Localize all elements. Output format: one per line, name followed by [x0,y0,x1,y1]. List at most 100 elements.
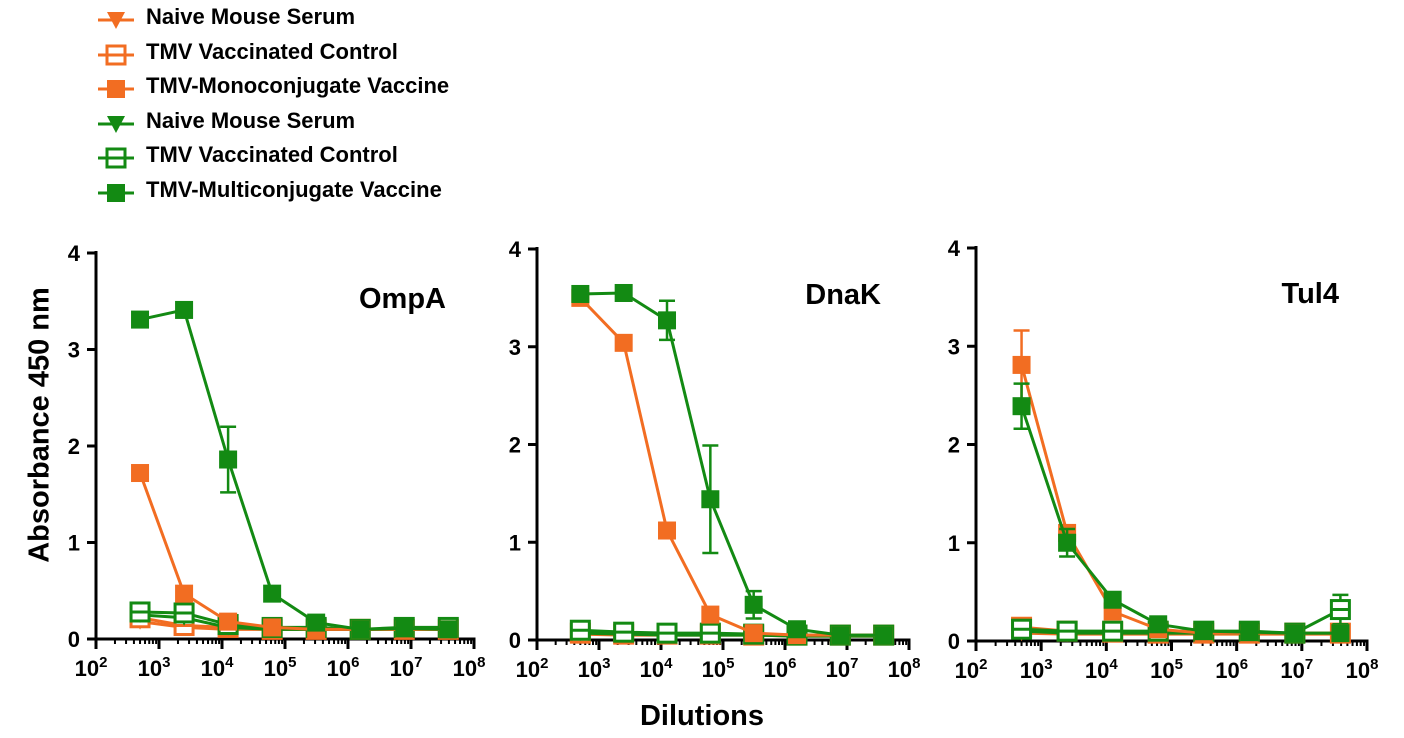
x-tick-label: 106 [764,655,797,682]
legend-label: Naive Mouse Serum [146,107,356,133]
x-tick-label: 108 [453,654,486,681]
x-tick-label: 104 [1085,656,1118,683]
data-point [571,284,590,303]
legend-marker-orange-filled-square-icon [98,80,134,98]
x-tick-label: 103 [578,655,611,682]
y-tick-label: 0 [68,627,80,652]
data-point [744,624,763,643]
series-line [1020,364,1341,635]
data-point [351,620,370,639]
data-point [129,601,151,623]
y-tick-label: 4 [509,237,522,262]
data-point [1240,623,1259,642]
data-point [744,595,763,614]
legend-marker-orange-open-square-icon [98,44,134,65]
series-5 [1012,382,1350,643]
data-point [1285,624,1304,643]
data-point [1102,620,1124,642]
data-point [788,620,807,639]
y-tick-label: 1 [68,531,80,556]
y-tick-label: 3 [509,335,521,360]
x-tick-label: 104 [640,655,673,682]
x-tick-label: 104 [201,654,234,681]
panel-title: Tul4 [1282,278,1339,310]
series-line [1020,405,1341,635]
x-tick-label: 107 [1280,656,1313,683]
data-point [701,490,720,509]
series-5 [131,300,458,639]
x-tick-label: 102 [75,654,108,681]
x-tick-label: 107 [390,654,423,681]
legend-marker-green-open-square-icon [98,147,134,169]
legend-label: TMV-Monoconjugate Vaccine [146,73,450,98]
data-point [613,621,635,643]
x-tick-label: 105 [264,654,297,681]
data-point [1331,624,1350,643]
data-point [219,612,238,631]
data-point [395,619,414,638]
data-point [307,613,326,632]
data-point [263,618,282,637]
y-tick-label: 3 [948,334,960,359]
x-tick-label: 102 [516,655,549,682]
chart-panel-ompa: 0 1 2 3 4 102 103 104 105 106 107 108 OmpA [68,241,486,681]
y-tick-label: 0 [509,628,521,653]
y-tick-label: 1 [509,530,521,555]
data-point [1012,355,1031,374]
data-point [1103,590,1122,609]
y-tick-label: 4 [948,236,961,261]
series-2 [1012,329,1350,643]
legend-label: TMV-Multiconjugate Vaccine [146,176,442,202]
panel-title: DnaK [805,279,881,311]
data-point [874,626,893,645]
data-point [656,622,678,644]
data-point [219,450,238,469]
y-tick-label: 1 [948,531,960,556]
series-line [139,308,449,631]
x-tick-label: 106 [1215,656,1248,683]
data-point [658,521,677,540]
x-tick-label: 103 [1020,656,1053,683]
legend-marker-green-triangle-icon [98,115,134,133]
legend-label: TMV Vaccinated Control [146,142,398,167]
legend-label: Naive Mouse Serum [146,4,356,29]
x-axis-label: Dilutions [639,700,765,732]
series-5 [571,283,893,645]
legend-marker-green-filled-square-icon [98,183,134,202]
x-tick-label: 108 [888,655,921,682]
data-point [1011,618,1033,640]
data-point [131,464,150,483]
x-tick-label: 102 [955,656,988,683]
chart-panel-dnak: 0 1 2 3 4 102 103 104 105 106 107 108 DnaK [509,237,921,682]
y-tick-label: 2 [68,434,80,459]
legend-marker-orange-triangle-icon [98,12,134,29]
data-point [175,300,194,319]
series-2 [571,288,893,645]
data-point [1194,622,1213,641]
data-point [1058,533,1077,552]
y-tick-label: 4 [68,241,81,266]
x-tick-label: 105 [1150,656,1183,683]
data-point [173,602,195,624]
x-tick-label: 105 [702,655,735,682]
data-point [699,622,721,644]
panel-title: OmpA [359,283,446,315]
data-point [701,605,720,624]
data-point [614,283,633,302]
data-point [175,584,194,603]
data-point [1329,599,1351,621]
y-tick-label: 0 [948,629,960,654]
data-point [569,619,591,641]
data-point [131,310,150,329]
data-point [1149,615,1168,634]
data-point [658,311,677,330]
data-point [831,626,850,645]
data-point [263,584,282,603]
x-tick-label: 108 [1346,656,1379,683]
data-point [614,333,633,352]
y-tick-label: 3 [68,338,80,363]
x-tick-label: 107 [826,655,859,682]
chart-panel-tul4: 0 1 2 3 4 102 103 104 105 106 107 108 Tul4 [948,236,1379,683]
data-point [1012,397,1031,416]
